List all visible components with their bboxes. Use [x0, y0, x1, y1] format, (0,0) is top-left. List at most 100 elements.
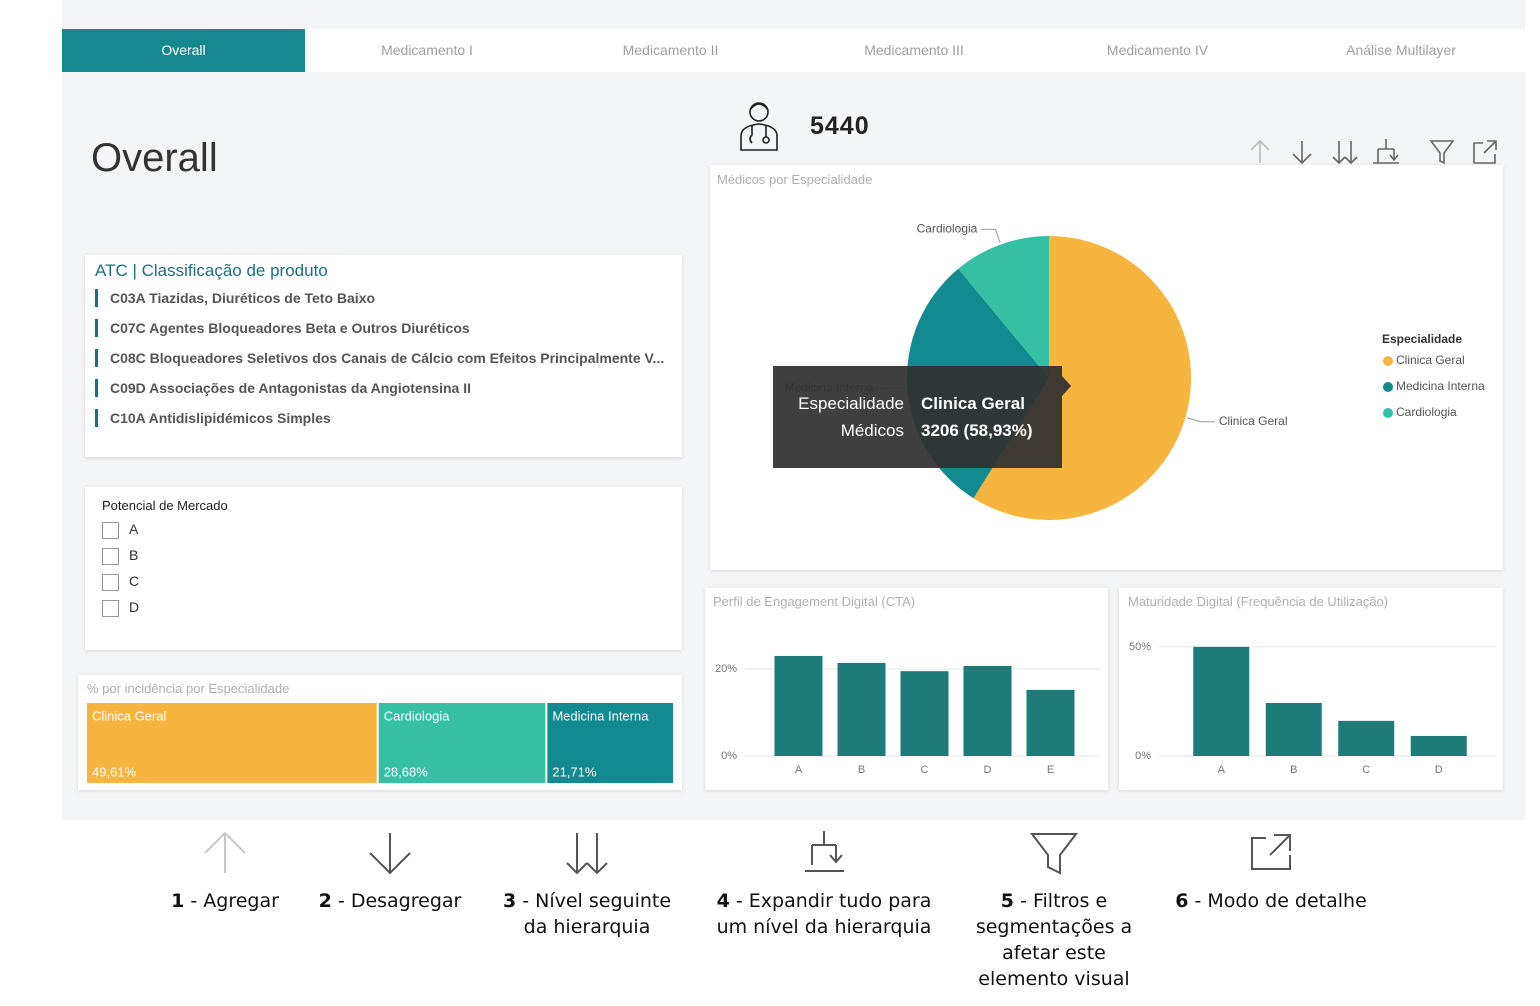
filter-icon[interactable]: [1429, 140, 1455, 165]
tooltip-value: Clinica Geral: [921, 394, 1025, 413]
tab[interactable]: Medicamento I: [381, 42, 473, 58]
tab[interactable]: Overall: [62, 29, 305, 72]
help-number: 5: [1000, 890, 1015, 912]
bar: [1338, 720, 1395, 756]
bar: [900, 671, 949, 756]
tab[interactable]: Medicamento III: [864, 42, 964, 58]
kpi-value: 5440: [810, 112, 870, 140]
bar: [774, 655, 823, 756]
x-tick-label: D: [984, 764, 992, 776]
legend-label: Clinica Geral: [1396, 353, 1465, 367]
y-tick-label: 0%: [721, 750, 737, 762]
bar-chart: 0% 20% A B C D E: [715, 655, 1100, 776]
slicer-item[interactable]: C03A Tiazidas, Diuréticos de Teto Baixo: [95, 289, 375, 307]
slicer-item[interactable]: C09D Associações de Antagonistas da Angi…: [95, 379, 471, 397]
x-tick-label: C: [1362, 764, 1370, 776]
slicer-title: ATC | Classificação de produto: [95, 261, 328, 280]
x-tick-label: D: [1435, 764, 1443, 776]
option-label: A: [129, 521, 139, 537]
help-number: 6: [1175, 890, 1189, 912]
slicer-item[interactable]: C08C Bloqueadores Seletivos dos Canais d…: [95, 349, 664, 367]
cell-value: 21,71%: [552, 764, 597, 779]
help-number: 3: [502, 890, 517, 912]
tab-bar: [62, 29, 1525, 72]
checkbox: [102, 573, 119, 591]
bar-chart: 0% 50% A B C D: [1129, 641, 1497, 776]
tooltip-label: Especialidade: [798, 394, 904, 413]
legend-marker: [1383, 382, 1393, 392]
help-item: 5 - Filtros e segmentações a afetar este…: [974, 888, 1134, 992]
slicer-item[interactable]: C07C Agentes Bloqueadores Beta e Outros …: [95, 319, 470, 337]
next-level-icon[interactable]: [1332, 141, 1358, 165]
help-label: - Expandir tudo para um nível da hierarq…: [716, 890, 932, 938]
bar: [1026, 689, 1075, 756]
tab[interactable]: Análise Multilayer: [1346, 42, 1456, 58]
help-label: - Modo de detalhe: [1194, 890, 1367, 912]
help-number: 1: [171, 890, 185, 912]
slicer-item[interactable]: C10A Antidislipidémicos Simples: [95, 409, 331, 427]
bar: [1193, 646, 1250, 756]
chart-title: Médicos por Especialidade: [717, 172, 873, 187]
help-icons: [204, 831, 1291, 875]
help-item: 3 - Nível seguinte da hierarquia: [492, 888, 682, 940]
bar: [1410, 735, 1467, 756]
x-tick-label: A: [795, 764, 803, 776]
x-tick-label: A: [1218, 764, 1226, 776]
checkbox: [102, 521, 119, 539]
expand-level-icon[interactable]: [1373, 139, 1399, 164]
help-item: 1 - Agregar: [145, 888, 305, 914]
cell-label: Clinica Geral: [92, 708, 167, 723]
leader-line: [1187, 417, 1215, 423]
treemap-cell: [547, 703, 673, 783]
help-label: - Filtros e segmentações a afetar este e…: [975, 890, 1133, 990]
chart-title: Maturidade Digital (Frequência de Utiliz…: [1128, 594, 1389, 609]
tooltip-value: 3206 (58,93%): [921, 421, 1033, 440]
help-label: - Nível seguinte da hierarquia: [522, 890, 672, 938]
tab[interactable]: Medicamento IV: [1106, 42, 1209, 58]
option-label: C: [129, 573, 140, 589]
x-tick-label: E: [1047, 764, 1054, 776]
slicer-title: Potencial de Mercado: [102, 498, 228, 513]
legend-label: Cardiologia: [1396, 405, 1457, 419]
slicer-option[interactable]: B: [102, 547, 138, 565]
help-item: 6 - Modo de detalhe: [1161, 888, 1381, 914]
help-item: 2 - Desagregar: [300, 888, 480, 914]
legend-title: Especialidade: [1382, 332, 1462, 346]
help-label: - Agregar: [190, 890, 279, 912]
treemap-panel: % por incidência por Especialidade Clini…: [78, 675, 682, 790]
slice-label: Cardiologia: [917, 222, 978, 236]
cell-label: Medicina Interna: [552, 708, 649, 723]
treemap-cell: [87, 703, 377, 783]
tooltip-label: Médicos: [840, 421, 904, 440]
legend-marker: [1383, 356, 1393, 366]
treemap-cell: [378, 703, 546, 783]
drill-down-icon[interactable]: [1292, 141, 1312, 165]
doctor-icon: [740, 102, 778, 151]
page-title: Overall: [91, 136, 218, 180]
bar-panel: Perfil de Engagement Digital (CTA) 0% 20%…: [705, 588, 1108, 790]
bar-panel: Maturidade Digital (Frequência de Utiliz…: [1119, 588, 1503, 790]
cell-value: 49,61%: [92, 764, 137, 779]
slicer-option[interactable]: C: [102, 573, 139, 591]
y-tick-label: 50%: [1129, 641, 1151, 653]
leader-line: [981, 228, 1001, 243]
legend-label: Medicina Interna: [1396, 379, 1485, 393]
legend-marker: [1383, 408, 1393, 418]
focus-mode-icon[interactable]: [1473, 140, 1497, 164]
visual-toolbar: [1250, 139, 1497, 165]
tab[interactable]: Medicamento II: [622, 42, 719, 58]
help-item: 4 - Expandir tudo para um nível da hiera…: [704, 888, 944, 940]
chart-title: Perfil de Engagement Digital (CTA): [713, 594, 916, 609]
bar: [837, 662, 886, 756]
slicer-option[interactable]: A: [102, 521, 138, 539]
pie-slice: [958, 236, 1049, 378]
cell-value: 28,68%: [384, 764, 429, 779]
x-tick-label: B: [858, 764, 865, 776]
slicer-option[interactable]: D: [102, 599, 139, 617]
drill-up-icon[interactable]: [1250, 139, 1270, 163]
cell-label: Cardiologia: [384, 708, 451, 723]
x-tick-label: B: [1290, 764, 1297, 776]
bar: [1265, 702, 1322, 756]
